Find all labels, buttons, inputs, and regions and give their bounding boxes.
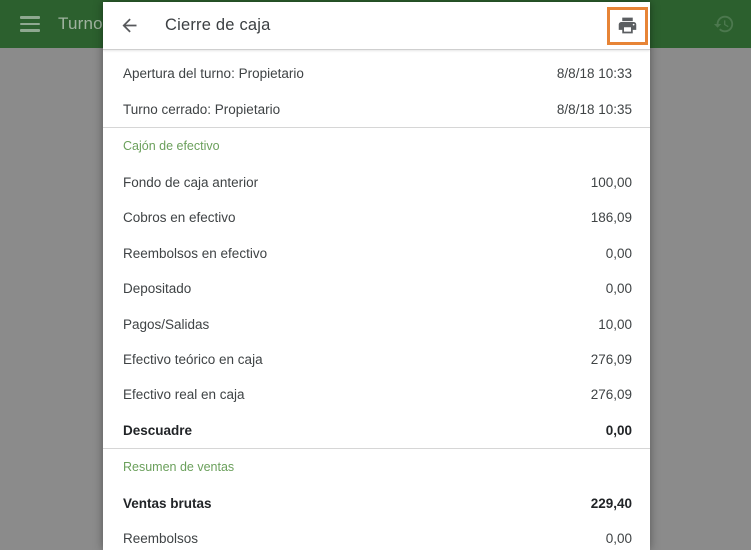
row-label: Descuadre xyxy=(123,422,193,438)
row-value: 229,40 xyxy=(590,496,632,512)
dialog-title: Cierre de caja xyxy=(165,16,271,34)
section-divider xyxy=(103,126,650,128)
section-divider xyxy=(103,447,650,449)
row-label: Reembolsos xyxy=(123,531,199,547)
arrow-back-icon xyxy=(122,18,136,33)
table-row: Pagos/Salidas 10,00 xyxy=(103,306,650,341)
table-row: Reembolsos 0,00 xyxy=(103,521,650,550)
table-row-ventas-brutas: Ventas brutas 229,40 xyxy=(103,486,650,521)
table-row: Reembolsos en efectivo 0,00 xyxy=(103,236,650,271)
row-value: 0,00 xyxy=(605,531,632,547)
dialog-body: Apertura del turno: Propietario 8/8/18 1… xyxy=(103,50,650,550)
row-label: Reembolsos en efectivo xyxy=(123,245,268,261)
shift-open-label: Apertura del turno: Propietario xyxy=(123,66,304,82)
row-value: 0,00 xyxy=(605,281,632,297)
menu-icon[interactable] xyxy=(6,0,54,48)
table-row: Efectivo real en caja 276,09 xyxy=(103,377,650,412)
cierre-de-caja-dialog: Cierre de caja Apertura del turno: Propi… xyxy=(103,2,650,550)
shift-open-time: 8/8/18 10:33 xyxy=(556,66,632,82)
back-button[interactable] xyxy=(109,6,149,46)
shift-closed-label: Turno cerrado: Propietario xyxy=(123,101,281,117)
history-icon[interactable] xyxy=(713,13,737,37)
section-title-cash-drawer: Cajón de efectivo xyxy=(123,139,220,154)
row-label: Depositado xyxy=(123,281,192,297)
row-label: Efectivo real en caja xyxy=(123,387,245,403)
table-row: Fondo de caja anterior 100,00 xyxy=(103,165,650,200)
shift-open-row: Apertura del turno: Propietario 8/8/18 1… xyxy=(103,56,650,91)
row-value: 276,09 xyxy=(590,351,632,367)
row-value: 276,09 xyxy=(590,387,632,403)
shift-closed-time: 8/8/18 10:35 xyxy=(556,101,632,117)
row-label: Cobros en efectivo xyxy=(123,210,236,226)
row-value: 10,00 xyxy=(598,316,632,332)
section-title-sales-summary: Resumen de ventas xyxy=(123,460,235,475)
table-row-descuadre: Descuadre 0,00 xyxy=(103,413,650,448)
row-label: Pagos/Salidas xyxy=(123,316,210,332)
table-row: Depositado 0,00 xyxy=(103,271,650,306)
printer-icon xyxy=(618,17,637,34)
shift-closed-row: Turno cerrado: Propietario 8/8/18 10:35 xyxy=(103,91,650,126)
row-value: 0,00 xyxy=(605,245,632,261)
row-value: 186,09 xyxy=(590,210,632,226)
row-label: Efectivo teórico en caja xyxy=(123,351,263,367)
row-label: Ventas brutas xyxy=(123,496,212,512)
row-label: Fondo de caja anterior xyxy=(123,174,259,190)
dialog-header: Cierre de caja xyxy=(103,2,650,50)
row-value: 0,00 xyxy=(605,422,632,438)
print-button[interactable] xyxy=(611,10,645,42)
annotation-highlight-box xyxy=(607,6,648,45)
table-row: Cobros en efectivo 186,09 xyxy=(103,200,650,235)
row-value: 100,00 xyxy=(590,174,632,190)
appbar-title: Turno xyxy=(58,14,103,33)
table-row: Efectivo teórico en caja 276,09 xyxy=(103,342,650,377)
